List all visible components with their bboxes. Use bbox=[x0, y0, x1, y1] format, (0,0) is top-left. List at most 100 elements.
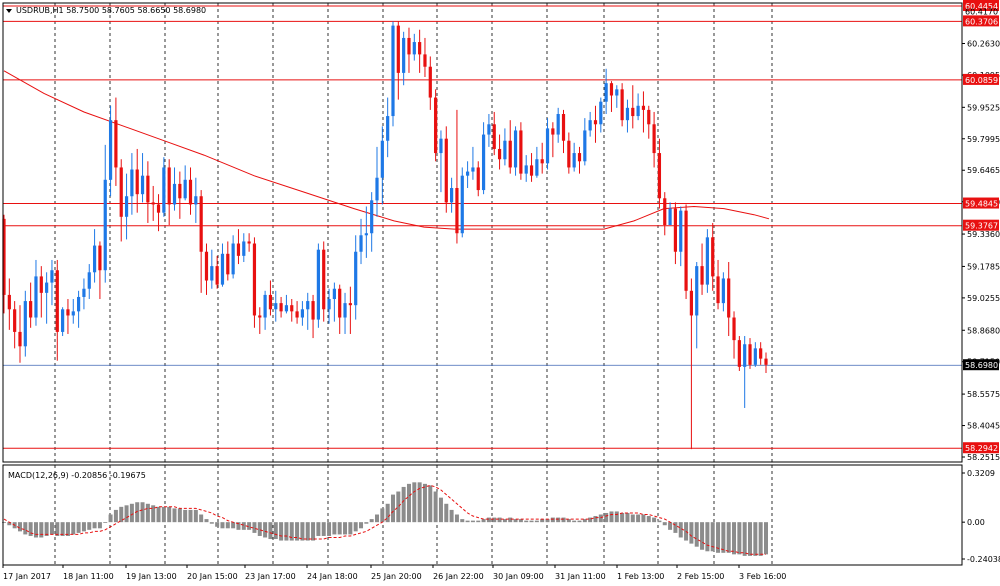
candle bbox=[23, 290, 27, 357]
macd-bar bbox=[529, 520, 534, 523]
price-tick-label: 58.2515 bbox=[967, 453, 1000, 462]
candle bbox=[673, 202, 678, 265]
macd-bar bbox=[465, 520, 470, 523]
candle bbox=[497, 134, 502, 170]
candle bbox=[119, 159, 123, 242]
candle bbox=[135, 148, 139, 213]
candle bbox=[567, 132, 571, 174]
macd-bar bbox=[337, 522, 342, 535]
macd-bar bbox=[76, 522, 81, 533]
candle bbox=[77, 290, 81, 328]
macd-bar bbox=[406, 483, 411, 523]
macd-bar bbox=[2, 522, 6, 523]
candle bbox=[82, 278, 86, 310]
macd-bar bbox=[204, 519, 209, 523]
candle bbox=[242, 233, 246, 263]
candle bbox=[679, 206, 683, 267]
candle bbox=[481, 122, 486, 195]
candle bbox=[689, 278, 693, 450]
macd-panel-border bbox=[2, 464, 963, 566]
level-badge bbox=[963, 73, 999, 85]
macd-bar bbox=[556, 517, 561, 523]
candle bbox=[172, 167, 177, 211]
macd-bar bbox=[694, 522, 699, 547]
macd-bar bbox=[279, 522, 284, 541]
candle bbox=[268, 280, 273, 316]
candle bbox=[727, 262, 731, 337]
macd-bar bbox=[513, 519, 518, 523]
level-badge bbox=[963, 197, 999, 209]
time-tick-label: 30 Jan 09:00 bbox=[493, 572, 544, 581]
macd-bar bbox=[124, 505, 129, 523]
candle bbox=[98, 241, 102, 300]
candle bbox=[359, 218, 363, 265]
time-tick-label: 20 Jan 15:00 bbox=[187, 572, 238, 581]
macd-bar bbox=[199, 514, 204, 523]
macd-bar bbox=[236, 522, 241, 530]
candle bbox=[183, 165, 187, 201]
macd-bar bbox=[726, 522, 731, 553]
candle bbox=[636, 93, 640, 121]
candle bbox=[332, 282, 336, 322]
macd-bar bbox=[268, 522, 273, 540]
time-tick-label: 3 Feb 16:00 bbox=[739, 572, 786, 581]
time-tick-label: 2 Feb 15:00 bbox=[677, 572, 724, 581]
candle bbox=[130, 153, 134, 215]
price-tick-label: 59.3360 bbox=[967, 230, 1000, 239]
candle bbox=[737, 336, 741, 371]
macd-bar bbox=[540, 519, 545, 523]
macd-bar bbox=[652, 517, 657, 523]
macd-bar bbox=[375, 514, 380, 523]
candle bbox=[247, 233, 251, 252]
candle bbox=[396, 21, 400, 100]
candle bbox=[300, 301, 305, 326]
level-badge-label: 60.4454 bbox=[965, 2, 998, 11]
grid-layer bbox=[54, 3, 773, 565]
candle bbox=[657, 138, 662, 209]
macd-bar bbox=[348, 522, 353, 535]
candle bbox=[529, 153, 534, 182]
candle bbox=[391, 21, 395, 127]
price-tick-label: 59.7995 bbox=[967, 135, 1000, 144]
candle bbox=[204, 243, 209, 295]
macd-bar bbox=[476, 520, 481, 523]
candle bbox=[290, 299, 294, 322]
candle bbox=[103, 144, 107, 283]
candle bbox=[114, 97, 118, 186]
level-badge bbox=[963, 219, 999, 231]
candle bbox=[625, 99, 630, 133]
candle bbox=[444, 126, 448, 213]
candle bbox=[615, 85, 619, 108]
price-tick-label: 60.2630 bbox=[967, 39, 1000, 48]
candle bbox=[34, 259, 38, 326]
macd-bar bbox=[145, 503, 150, 523]
macd-bar bbox=[257, 522, 262, 536]
candle bbox=[188, 167, 193, 215]
macd-bar bbox=[492, 517, 497, 523]
time-tick-label: 23 Jan 17:00 bbox=[245, 572, 296, 581]
dropdown-triangle-icon[interactable] bbox=[6, 9, 12, 13]
macd-bar bbox=[28, 522, 33, 536]
macd-bar bbox=[321, 522, 326, 536]
candle bbox=[577, 146, 582, 174]
candle bbox=[236, 229, 241, 265]
macd-bar bbox=[438, 497, 443, 523]
candle bbox=[156, 194, 161, 232]
candle bbox=[226, 241, 230, 281]
macd-bar bbox=[449, 509, 454, 523]
candle bbox=[364, 206, 368, 258]
candle bbox=[151, 185, 155, 221]
time-tick-label: 25 Jan 20:00 bbox=[371, 572, 422, 581]
candle bbox=[652, 111, 656, 168]
candle bbox=[599, 97, 603, 133]
moving-average bbox=[3, 70, 770, 230]
candle bbox=[551, 122, 555, 158]
candle bbox=[370, 192, 374, 252]
candle bbox=[439, 130, 443, 193]
ma-line bbox=[3, 70, 770, 230]
candle bbox=[92, 229, 97, 283]
macd-bar bbox=[390, 494, 395, 523]
macd-bar bbox=[87, 522, 92, 530]
macd-bar bbox=[167, 506, 172, 523]
